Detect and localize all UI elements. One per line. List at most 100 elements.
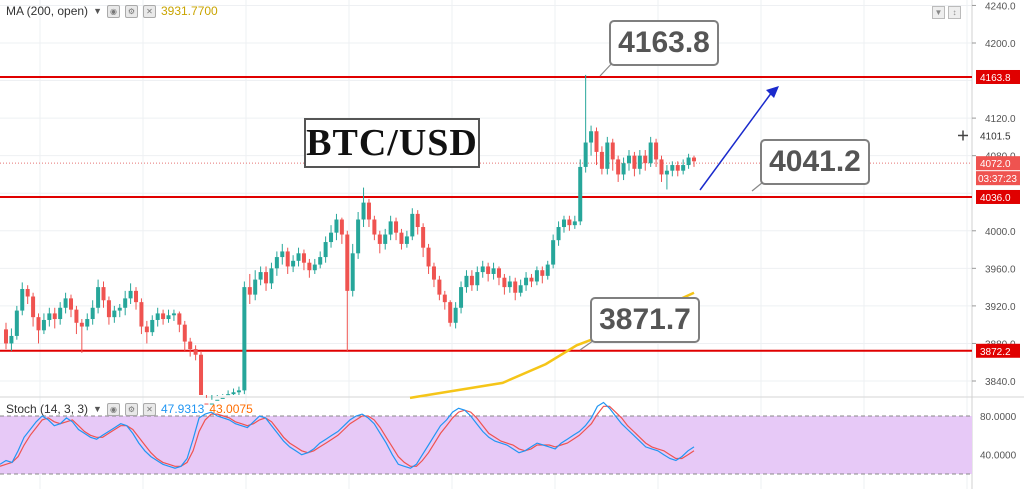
price-tick-label: 4200.0 (985, 39, 1016, 50)
candle-body (561, 219, 566, 228)
eye-icon[interactable]: ◉ (106, 4, 120, 18)
close-icon[interactable]: ✕ (142, 4, 156, 18)
candle-body (96, 287, 101, 308)
support1-price-tag-text: 4036.0 (980, 193, 1011, 204)
candle-body (637, 155, 642, 169)
candle-body (583, 142, 588, 167)
candle-body (112, 310, 117, 318)
ma-legend[interactable]: MA (200, open) ▼ ◉ ⚙ ✕ 3931.7700 (6, 4, 218, 18)
candle-body (47, 313, 52, 320)
candle-body (139, 302, 144, 327)
candle-body (594, 131, 599, 152)
candle-body (442, 294, 447, 303)
candle-body (247, 287, 252, 295)
candle-body (236, 390, 241, 393)
candle-body (350, 253, 355, 291)
candle-body (421, 227, 426, 248)
candle-body (31, 296, 36, 318)
candle-body (496, 268, 501, 278)
last-price-tag-box (976, 156, 1020, 171)
candle-body (534, 270, 539, 282)
support2-price-tag-box (976, 343, 1020, 358)
candle-body (41, 319, 46, 331)
candle-body (188, 341, 193, 350)
candle-body (540, 270, 545, 276)
gear-icon[interactable]: ⚙ (124, 4, 138, 18)
candle-body (258, 272, 263, 280)
eye-icon[interactable]: ◉ (106, 402, 120, 416)
candle-body (551, 240, 556, 265)
candle-body (464, 275, 469, 288)
candle-body (648, 142, 653, 164)
close-icon[interactable]: ✕ (142, 402, 156, 416)
candle-body (556, 227, 561, 241)
pane-controls[interactable]: ▼ ↕ (932, 6, 961, 19)
candle-body (264, 272, 269, 284)
candle-body (659, 159, 664, 175)
resistance-price-tag-text: 4163.8 (980, 73, 1011, 84)
candle-body (475, 272, 480, 286)
chevron-down-icon[interactable]: ▼ (93, 6, 102, 16)
candle-body (155, 313, 160, 320)
candle-body (220, 397, 225, 399)
candle-body (106, 300, 111, 318)
crosshair-price-tag-box (976, 128, 1020, 143)
expand-icon[interactable]: ↕ (948, 6, 961, 19)
candle-body (90, 307, 95, 320)
stoch-band (0, 416, 972, 474)
candle-body (329, 232, 334, 243)
candle-body (63, 298, 68, 308)
candle-body (366, 202, 371, 220)
candle-body (513, 281, 518, 293)
stoch-d-value: 43.0075 (209, 402, 253, 416)
candle-body (307, 262, 312, 271)
candle-body (134, 290, 139, 303)
collapse-icon[interactable]: ▼ (932, 6, 945, 19)
candle-body (144, 326, 149, 333)
candle-body (58, 307, 63, 320)
candle-body (301, 253, 306, 263)
candle-body (437, 279, 442, 295)
chevron-down-icon[interactable]: ▼ (93, 404, 102, 414)
last-price-tag: 4072.0 (976, 156, 1020, 171)
stoch-tick-label: 80.0000 (980, 412, 1017, 423)
candle-body (383, 234, 388, 244)
countdown-tag-box (976, 171, 1020, 186)
candle-body (345, 234, 350, 291)
stoch-k-value: 47.9313 (160, 402, 205, 416)
countdown-tag: 03:37:23 (976, 171, 1020, 186)
candle-body (621, 163, 626, 175)
candle-body (20, 288, 25, 311)
candle-body (69, 298, 74, 310)
candle-body (681, 165, 686, 171)
candle-body (177, 313, 182, 325)
candle-body (215, 399, 220, 401)
candle-body (231, 392, 236, 395)
candle-body (664, 170, 669, 175)
candle-body (502, 277, 507, 288)
stoch-legend-label: Stoch (14, 3, 3) (6, 402, 89, 416)
candle-body (426, 247, 431, 267)
candle-body (242, 287, 247, 391)
candle-body (285, 251, 290, 267)
candle-body (654, 142, 659, 160)
candle-body (52, 313, 57, 320)
callout-right: 4041.2 (760, 139, 870, 185)
candle-body (312, 264, 317, 271)
gear-icon[interactable]: ⚙ (124, 402, 138, 416)
price-tick-label: 4000.0 (985, 227, 1016, 238)
support1-price-tag-box (976, 189, 1020, 204)
candle-body (616, 159, 621, 175)
candle-body (117, 307, 122, 311)
candle-body (361, 202, 366, 220)
candle-body (123, 298, 128, 308)
candle-body (415, 213, 420, 228)
candle-body (199, 354, 204, 395)
price-tick-label: 3960.0 (985, 264, 1016, 275)
stoch-legend[interactable]: Stoch (14, 3, 3) ▼ ◉ ⚙ ✕ 47.9313 43.0075 (6, 402, 253, 416)
countdown-tag-text: 03:37:23 (978, 174, 1017, 185)
chart-title: BTC/USD (304, 118, 480, 168)
candle-body (567, 219, 572, 226)
